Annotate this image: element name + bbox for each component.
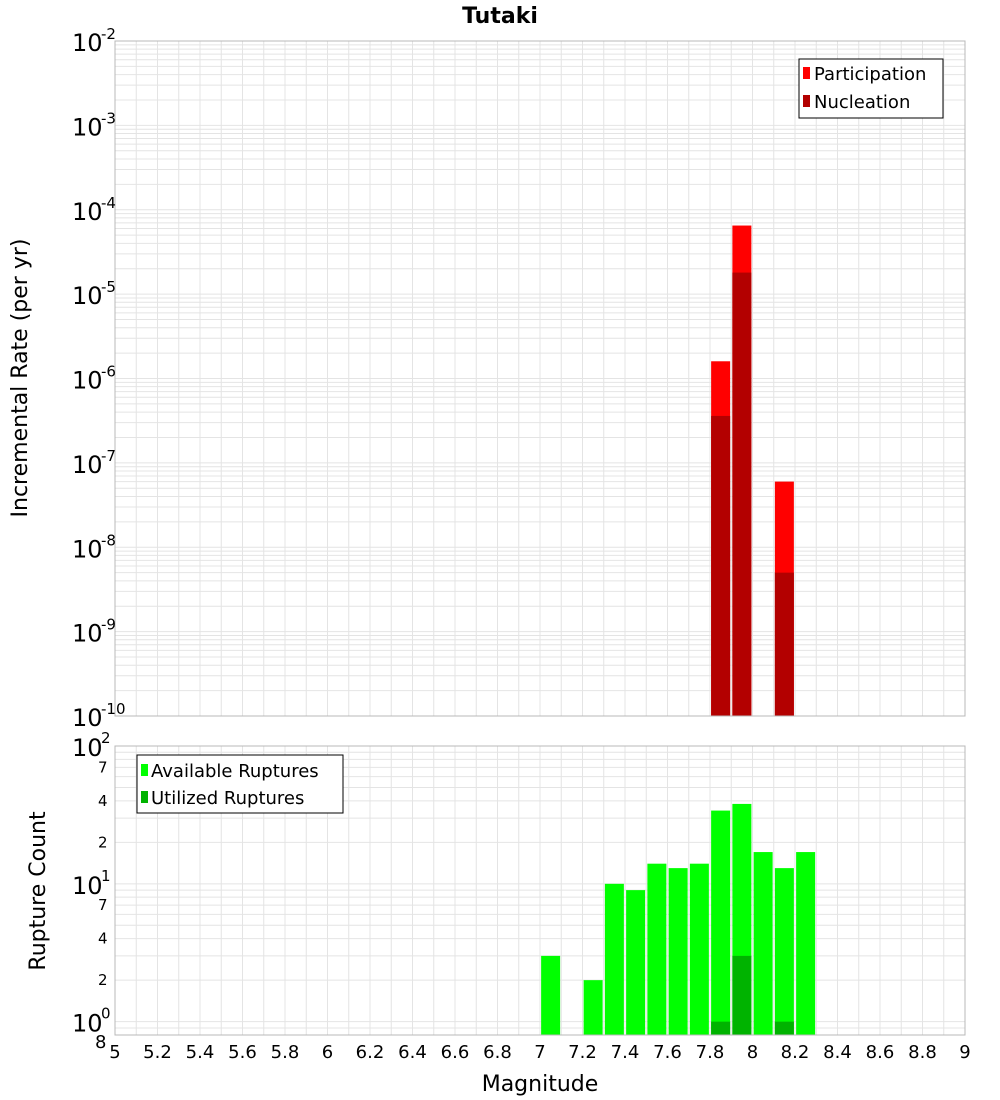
bar-utilized-ruptures bbox=[732, 955, 752, 1035]
top-y-axis-label: Incremental Rate (per yr) bbox=[8, 239, 33, 518]
x-tick-label: 5.8 bbox=[271, 1042, 300, 1063]
bar-nucleation bbox=[711, 415, 731, 716]
bar-available-ruptures bbox=[711, 810, 731, 1035]
bar-utilized-ruptures bbox=[711, 1021, 731, 1035]
top-y-tick-exponent: -10 bbox=[101, 700, 126, 718]
bottom-y-tick-exponent: 0 bbox=[101, 1005, 111, 1023]
top-y-tick-base: 10 bbox=[72, 535, 103, 563]
x-tick-label: 5 bbox=[109, 1042, 120, 1063]
legend-label-available: Available Ruptures bbox=[151, 761, 319, 782]
bottom-y-minor-tick-label: 4 bbox=[98, 792, 108, 810]
bottom-y-minor-tick-label: 7 bbox=[98, 758, 108, 776]
top-plot-frame bbox=[114, 40, 966, 717]
bottom-legend-box bbox=[136, 754, 344, 814]
x-tick-labels: 5 5.2 5.4 5.6 5.8 6 6.2 6.4 6.6 6.8 7 7.2 7.4 7.6 7.8 8… bbox=[109, 1042, 970, 1063]
x-tick-label: 5.2 bbox=[143, 1042, 172, 1063]
bar-available-ruptures bbox=[668, 868, 688, 1035]
legend-swatch-nucleation bbox=[803, 95, 810, 107]
bar-available-ruptures bbox=[583, 980, 603, 1035]
bar-available-ruptures bbox=[647, 863, 667, 1035]
top-y-tick-base: 10 bbox=[72, 367, 103, 395]
x-tick-label: 8.8 bbox=[908, 1042, 937, 1063]
bar-available-ruptures bbox=[689, 863, 709, 1035]
x-tick-label: 7.4 bbox=[611, 1042, 640, 1063]
x-tick-label: 7.6 bbox=[653, 1042, 682, 1063]
x-tick-label: 6 bbox=[322, 1042, 333, 1063]
top-y-tick-exponent: -5 bbox=[101, 278, 116, 296]
bar-available-ruptures bbox=[541, 955, 561, 1035]
top-legend-box bbox=[798, 58, 944, 119]
top-y-tick-exponent: -6 bbox=[101, 363, 116, 381]
bar-available-ruptures bbox=[774, 868, 794, 1035]
top-grid bbox=[114, 41, 966, 717]
bar-nucleation bbox=[732, 272, 752, 716]
bar-available-ruptures bbox=[604, 883, 624, 1035]
legend-label-nucleation: Nucleation bbox=[814, 92, 910, 113]
bottom-y-minor-tick-label: 2 bbox=[98, 971, 108, 989]
x-tick-label: 5.4 bbox=[186, 1042, 215, 1063]
legend-label-participation: Participation bbox=[814, 64, 926, 85]
x-tick-label: 7 bbox=[534, 1042, 545, 1063]
top-y-tick-exponent: -4 bbox=[101, 194, 116, 212]
top-bars bbox=[711, 225, 794, 716]
chart-title: Tutaki bbox=[462, 4, 538, 29]
legend-swatch-available bbox=[141, 764, 148, 776]
top-y-tick-base: 10 bbox=[72, 29, 103, 57]
legend-swatch-participation bbox=[803, 67, 810, 79]
bottom-bars bbox=[541, 803, 816, 1035]
bottom-y-minor-tick-label: 7 bbox=[98, 896, 108, 914]
top-y-tick-exponent: -8 bbox=[101, 531, 116, 549]
x-tick-label: 7.2 bbox=[568, 1042, 597, 1063]
x-tick-label: 6.4 bbox=[398, 1042, 427, 1063]
x-tick-label: 9 bbox=[959, 1042, 970, 1063]
x-tick-label: 8 bbox=[747, 1042, 758, 1063]
top-y-tick-exponent: -2 bbox=[101, 25, 116, 43]
x-tick-label: 6.8 bbox=[483, 1042, 512, 1063]
bar-available-ruptures bbox=[753, 852, 773, 1035]
bottom-y-axis-label: Rupture Count bbox=[26, 811, 51, 971]
bottom-legend: Available Ruptures Utilized Ruptures bbox=[136, 754, 344, 814]
x-tick-label: 8.4 bbox=[823, 1042, 852, 1063]
x-tick-label: 6.6 bbox=[441, 1042, 470, 1063]
x-tick-label: 8.6 bbox=[866, 1042, 895, 1063]
top-y-tick-base: 10 bbox=[72, 451, 103, 479]
x-tick-label: 7.8 bbox=[696, 1042, 725, 1063]
bottom-y-tick-exponent: 2 bbox=[101, 729, 111, 747]
x-tick-label: 5.6 bbox=[228, 1042, 257, 1063]
top-legend: Participation Nucleation bbox=[798, 58, 944, 119]
bottom-y-tick-base: 10 bbox=[72, 1010, 103, 1038]
bar-available-ruptures bbox=[626, 890, 646, 1035]
bottom-y-tick-exponent: 1 bbox=[101, 867, 111, 885]
top-y-tick-base: 10 bbox=[72, 282, 103, 310]
bottom-plot-frame bbox=[114, 745, 966, 1036]
x-tick-label: 6.2 bbox=[356, 1042, 385, 1063]
top-y-tick-base: 10 bbox=[72, 704, 103, 732]
bottom-y-tick-base: 10 bbox=[72, 734, 103, 762]
bottom-y-minor-tick-label: 8 bbox=[95, 1032, 106, 1053]
top-y-tick-base: 10 bbox=[72, 113, 103, 141]
legend-label-utilized: Utilized Ruptures bbox=[151, 788, 304, 809]
top-y-tick-base: 10 bbox=[72, 620, 103, 648]
bar-nucleation bbox=[774, 572, 794, 716]
bottom-y-minor-tick-label: 2 bbox=[98, 833, 108, 851]
top-y-tick-exponent: -3 bbox=[101, 109, 116, 127]
top-y-tick-base: 10 bbox=[72, 198, 103, 226]
legend-swatch-utilized bbox=[141, 791, 148, 803]
bottom-y-minor-tick-label: 4 bbox=[98, 930, 108, 948]
top-y-tick-exponent: -9 bbox=[101, 616, 116, 634]
top-y-tick-exponent: -7 bbox=[101, 447, 116, 465]
bar-available-ruptures bbox=[796, 852, 816, 1035]
x-tick-label: 8.2 bbox=[781, 1042, 810, 1063]
bottom-y-tick-base: 10 bbox=[72, 872, 103, 900]
bar-utilized-ruptures bbox=[774, 1021, 794, 1035]
x-axis-label: Magnitude bbox=[482, 1072, 599, 1097]
